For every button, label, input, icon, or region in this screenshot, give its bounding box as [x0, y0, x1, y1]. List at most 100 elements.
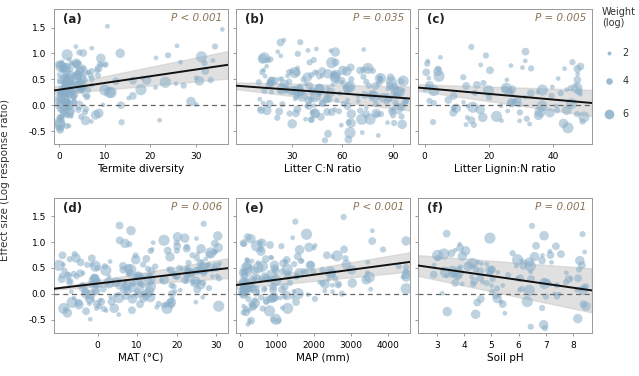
Point [284, 69, 295, 75]
Point [261, 63, 272, 69]
Point [604, 112, 614, 118]
Point [304, 103, 314, 109]
Point [353, 98, 364, 104]
Point [424, 75, 434, 81]
Point [321, 96, 332, 102]
Point [208, 58, 218, 64]
Point [64, 90, 74, 96]
Point [323, 96, 334, 102]
Point [197, 259, 207, 265]
Point [128, 93, 138, 99]
Point [401, 264, 412, 270]
Point [526, 276, 536, 282]
Point [258, 263, 268, 269]
Point [575, 91, 585, 97]
Point [104, 89, 114, 96]
Point [401, 238, 412, 244]
Point [367, 228, 378, 234]
Point [327, 60, 337, 66]
Point [375, 76, 385, 82]
Point [77, 86, 87, 92]
Point [250, 297, 260, 303]
Point [104, 274, 114, 280]
Point [394, 263, 404, 269]
Point [62, 88, 72, 94]
Point [256, 240, 266, 246]
Point [85, 316, 95, 322]
Point [58, 261, 68, 267]
Point [62, 310, 72, 316]
Point [483, 88, 493, 94]
Point [340, 84, 350, 90]
Point [105, 258, 115, 264]
Point [213, 245, 224, 251]
Point [243, 258, 254, 264]
Point [162, 247, 173, 253]
Point [137, 282, 148, 288]
Point [114, 295, 124, 301]
Point [135, 284, 146, 290]
Point [57, 107, 67, 113]
Point [55, 97, 65, 103]
Point [263, 277, 273, 284]
Point [62, 80, 72, 86]
Point [142, 77, 152, 83]
Point [55, 125, 65, 131]
Point [248, 285, 258, 291]
Point [291, 70, 302, 76]
Point [475, 62, 486, 68]
Point [339, 214, 349, 220]
Point [89, 278, 99, 284]
Point [306, 87, 316, 93]
Point [172, 248, 182, 254]
Point [273, 49, 283, 55]
Point [446, 250, 456, 256]
Point [118, 267, 128, 273]
Point [242, 284, 252, 290]
Point [54, 72, 65, 78]
Point [365, 116, 375, 122]
Point [192, 255, 202, 261]
Point [387, 86, 397, 92]
Point [100, 87, 110, 93]
Point [193, 250, 203, 256]
Point [210, 241, 220, 247]
Point [506, 100, 516, 106]
Point [309, 103, 320, 109]
Point [260, 286, 270, 292]
Point [247, 288, 257, 294]
Point [391, 91, 401, 97]
Point [77, 69, 88, 75]
Point [143, 266, 153, 272]
Point [57, 273, 67, 279]
Point [288, 235, 298, 241]
Point [269, 262, 279, 268]
Point [60, 306, 70, 312]
Point [124, 241, 134, 247]
Point [287, 121, 297, 127]
Point [333, 281, 343, 287]
Point [61, 74, 72, 80]
Point [468, 104, 478, 110]
Point [84, 69, 94, 75]
Point [191, 101, 201, 107]
Point [386, 79, 396, 85]
Point [384, 95, 394, 101]
Point [211, 249, 221, 255]
Point [265, 79, 275, 85]
Point [166, 267, 176, 273]
Point [463, 263, 473, 269]
Point [238, 303, 249, 309]
Point [553, 76, 563, 82]
Point [256, 107, 266, 113]
Point [307, 88, 317, 94]
Point [545, 281, 555, 287]
Point [317, 100, 327, 106]
Point [167, 270, 178, 276]
Point [520, 49, 530, 55]
Point [604, 78, 614, 84]
Point [246, 264, 256, 270]
Point [293, 253, 303, 259]
Point [252, 289, 263, 295]
Point [162, 301, 172, 307]
